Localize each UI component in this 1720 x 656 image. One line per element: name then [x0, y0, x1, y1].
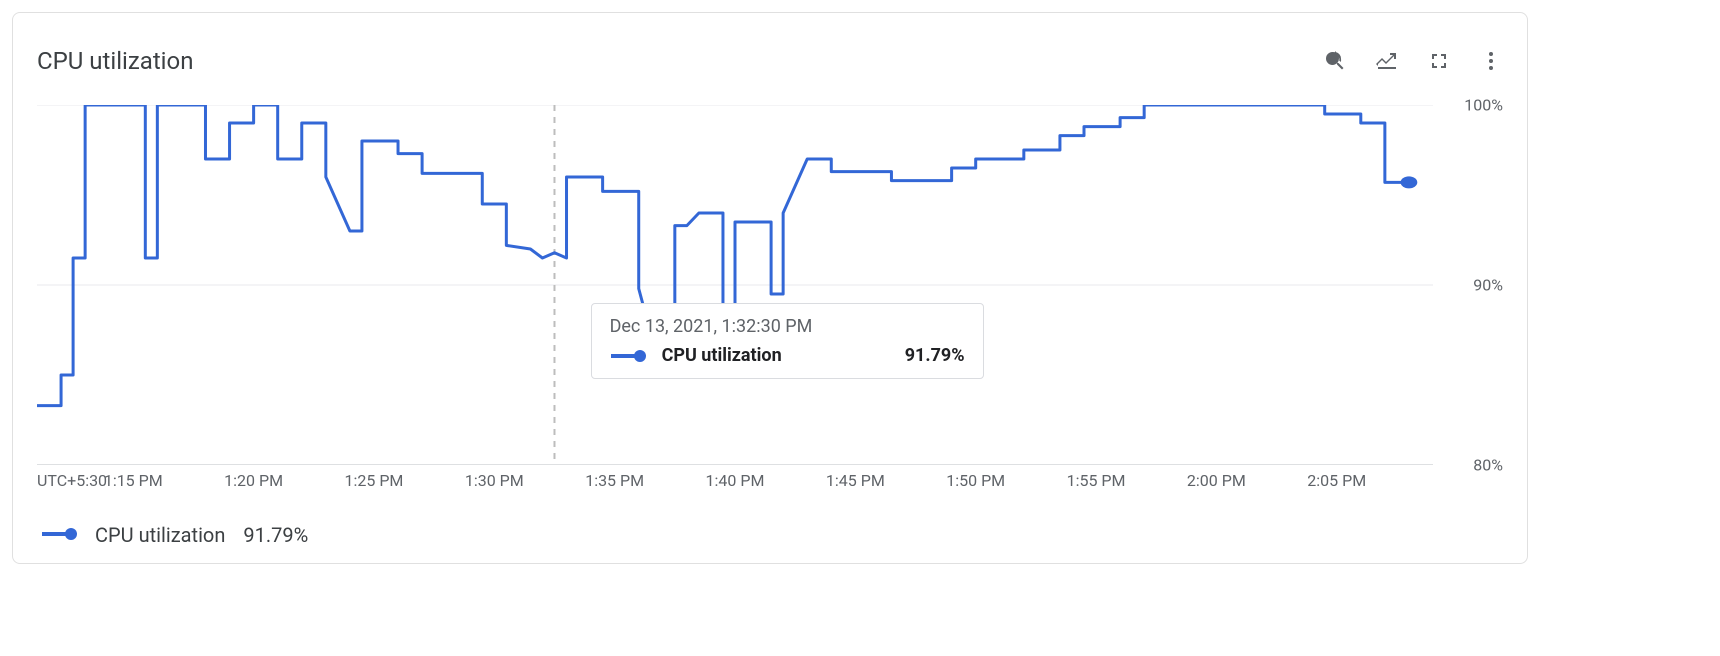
- tooltip-series-name: CPU utilization: [662, 345, 782, 366]
- fullscreen-icon[interactable]: [1427, 49, 1451, 73]
- x-tick-label: 1:20 PM: [224, 471, 283, 490]
- y-tick-label: 80%: [1443, 456, 1503, 475]
- legend-toggle-icon[interactable]: [1375, 49, 1399, 73]
- y-tick-label: 100%: [1443, 96, 1503, 115]
- x-axis-ticks: UTC+5:301:15 PM 1:20 PM 1:25 PM 1:30 PM 1:35…: [37, 465, 1433, 505]
- x-timezone-label: UTC+5:30: [37, 471, 107, 490]
- plot-area[interactable]: Dec 13, 2021, 1:32:30 PM CPU utilization…: [37, 105, 1433, 465]
- legend-series-value: 91.79%: [243, 523, 308, 547]
- tooltip-series-swatch: [610, 347, 650, 365]
- chart-svg: [37, 105, 1433, 465]
- x-tick-label: 2:05 PM: [1307, 471, 1366, 490]
- x-tick-label: 1:15 PM: [104, 471, 163, 490]
- chart-area[interactable]: Dec 13, 2021, 1:32:30 PM CPU utilization…: [37, 105, 1503, 505]
- chart-legend: CPU utilization 91.79%: [37, 523, 1503, 547]
- metric-card: CPU utilization: [12, 12, 1528, 564]
- card-header: CPU utilization: [37, 37, 1503, 85]
- reset-zoom-icon[interactable]: [1323, 49, 1347, 73]
- x-tick-label: 1:50 PM: [946, 471, 1005, 490]
- y-tick-label: 90%: [1443, 276, 1503, 295]
- x-tick-label: 2:00 PM: [1187, 471, 1246, 490]
- x-tick-label: 1:55 PM: [1067, 471, 1126, 490]
- more-options-icon[interactable]: [1479, 49, 1503, 73]
- y-axis-ticks: 100%90%80%: [1433, 105, 1503, 465]
- x-tick-label: 1:40 PM: [706, 471, 765, 490]
- tooltip-series-value: 91.79%: [905, 345, 965, 366]
- card-title: CPU utilization: [37, 47, 193, 75]
- x-tick-label: 1:30 PM: [465, 471, 524, 490]
- legend-swatch: [41, 526, 81, 544]
- x-tick-label: 1:35 PM: [585, 471, 644, 490]
- x-tick-label: 1:25 PM: [345, 471, 404, 490]
- x-tick-label: 1:45 PM: [826, 471, 885, 490]
- tooltip-timestamp: Dec 13, 2021, 1:32:30 PM: [610, 316, 965, 337]
- card-toolbar: [1323, 49, 1503, 73]
- legend-series-name: CPU utilization: [95, 523, 225, 547]
- hover-tooltip: Dec 13, 2021, 1:32:30 PM CPU utilization…: [591, 303, 984, 379]
